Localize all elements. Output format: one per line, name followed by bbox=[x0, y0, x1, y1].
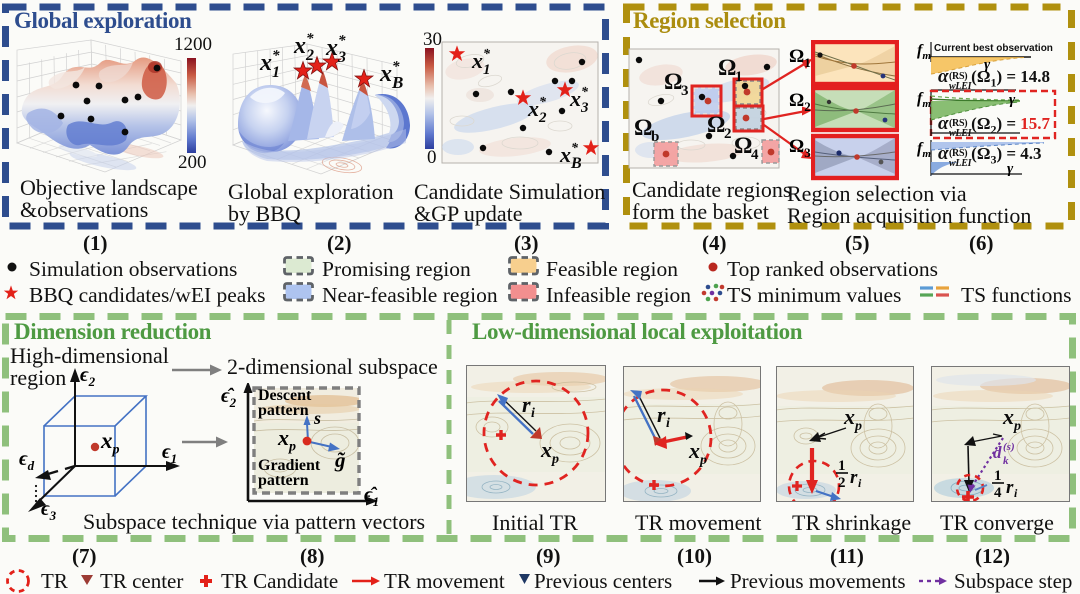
svg-text:x: x bbox=[527, 96, 539, 121]
svg-text:4: 4 bbox=[751, 147, 759, 163]
svg-text:x: x bbox=[471, 48, 483, 73]
svg-text:x: x bbox=[688, 438, 700, 463]
svg-text:i: i bbox=[858, 476, 862, 490]
svg-text:x: x bbox=[259, 50, 272, 76]
svg-text:1: 1 bbox=[735, 69, 743, 85]
svg-text:*: * bbox=[581, 85, 589, 100]
svg-text:x: x bbox=[325, 35, 338, 61]
svg-text:1200: 1200 bbox=[174, 34, 212, 55]
svg-text:200: 200 bbox=[178, 152, 207, 173]
svg-text:1: 1 bbox=[994, 468, 1002, 484]
svg-text:(s): (s) bbox=[1003, 441, 1015, 453]
svg-text:p: p bbox=[1013, 419, 1021, 434]
svg-text:p: p bbox=[854, 419, 862, 434]
svg-text:x: x bbox=[559, 142, 571, 167]
svg-text:Ω: Ω bbox=[718, 55, 736, 80]
svg-text:4: 4 bbox=[994, 485, 1002, 501]
svg-text:*: * bbox=[306, 33, 314, 47]
svg-text:r: r bbox=[850, 467, 858, 488]
svg-text:x: x bbox=[1002, 404, 1014, 429]
svg-text:*: * bbox=[392, 59, 400, 75]
svg-text:*: * bbox=[338, 33, 346, 49]
svg-text:3: 3 bbox=[337, 49, 346, 66]
svg-text:B: B bbox=[391, 73, 403, 92]
svg-text:1: 1 bbox=[272, 64, 280, 81]
svg-text:i: i bbox=[1014, 486, 1018, 500]
svg-text:1: 1 bbox=[483, 62, 491, 78]
svg-text:2: 2 bbox=[724, 126, 732, 142]
svg-text:i: i bbox=[666, 416, 670, 431]
svg-text:2: 2 bbox=[305, 47, 314, 64]
svg-text:Ω: Ω bbox=[634, 115, 652, 140]
svg-text:b: b bbox=[651, 129, 659, 145]
svg-text:r: r bbox=[522, 392, 531, 417]
svg-text:*: * bbox=[539, 95, 547, 110]
svg-text:x: x bbox=[293, 33, 306, 59]
svg-text:x: x bbox=[569, 86, 581, 111]
svg-text:Ω: Ω bbox=[707, 112, 725, 137]
svg-text:*: * bbox=[571, 141, 579, 156]
svg-text:2: 2 bbox=[538, 110, 547, 126]
svg-text:3: 3 bbox=[681, 83, 689, 99]
svg-text:r: r bbox=[657, 402, 666, 427]
svg-text:*: * bbox=[483, 47, 491, 62]
svg-text:p: p bbox=[699, 453, 707, 468]
svg-text:x: x bbox=[379, 61, 392, 87]
svg-text:Ω: Ω bbox=[734, 133, 752, 158]
svg-text:*: * bbox=[272, 48, 280, 64]
svg-text:p: p bbox=[551, 452, 559, 467]
svg-text:Ω: Ω bbox=[664, 69, 682, 94]
svg-text:B: B bbox=[570, 155, 582, 171]
svg-text:r: r bbox=[1006, 477, 1014, 498]
svg-text:2: 2 bbox=[838, 475, 846, 491]
svg-text:30: 30 bbox=[423, 31, 442, 50]
svg-text:3: 3 bbox=[580, 100, 589, 116]
svg-text:1: 1 bbox=[838, 458, 846, 474]
svg-text:d: d bbox=[993, 443, 1002, 462]
svg-text:k: k bbox=[1003, 455, 1009, 467]
svg-text:i: i bbox=[531, 406, 535, 421]
svg-text:x: x bbox=[843, 404, 855, 429]
svg-text:0: 0 bbox=[427, 147, 437, 168]
svg-text:x: x bbox=[540, 437, 552, 462]
